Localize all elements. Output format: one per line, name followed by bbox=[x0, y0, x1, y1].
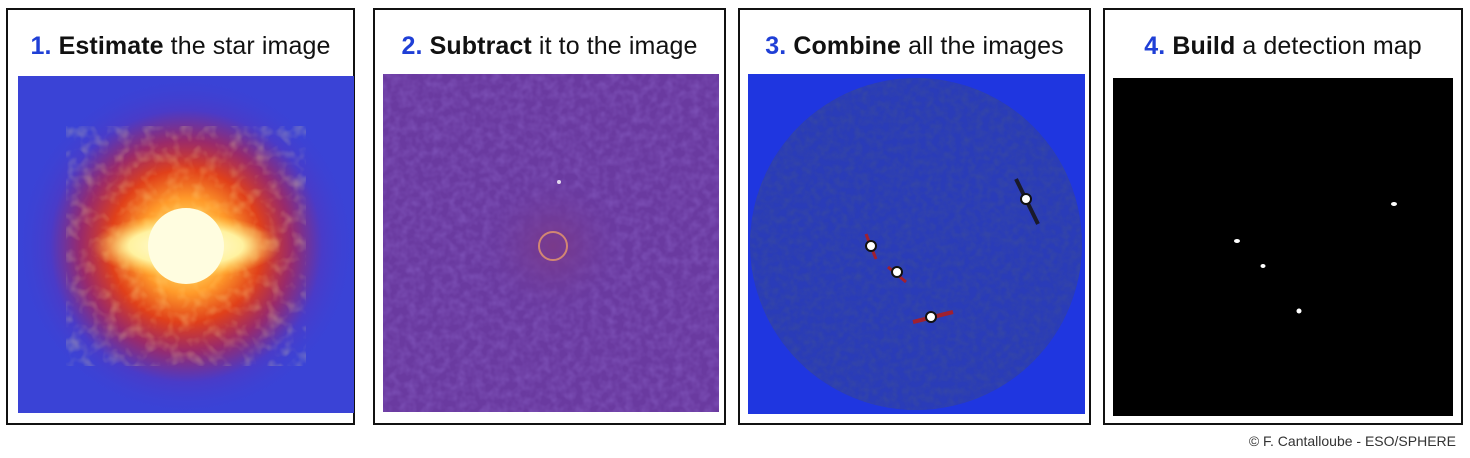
image-credit: © F. Cantalloube - ESO/SPHERE bbox=[1248, 433, 1456, 449]
step-title: 1. Estimate the star image bbox=[8, 32, 353, 61]
step-number: 3. bbox=[765, 32, 787, 60]
halo-center bbox=[148, 208, 224, 284]
detection-points bbox=[1234, 202, 1397, 314]
step-panel-combine: 3. Combine all the images bbox=[738, 8, 1091, 425]
step-description: it to the image bbox=[531, 32, 698, 60]
step-description: a detection map bbox=[1235, 32, 1422, 60]
step-title: 4. Build a detection map bbox=[1105, 32, 1461, 61]
detection-background bbox=[1113, 78, 1453, 416]
step-title: 3. Combine all the images bbox=[740, 32, 1089, 61]
step-verb: Combine bbox=[793, 32, 902, 60]
residual-ring bbox=[538, 231, 568, 261]
step-description: all the images bbox=[901, 32, 1064, 60]
detection-map-image bbox=[1113, 78, 1453, 416]
star-halo-image bbox=[18, 76, 354, 413]
step-verb: Build bbox=[1172, 32, 1236, 60]
step-verb: Subtract bbox=[429, 32, 532, 60]
residual-image bbox=[383, 74, 719, 412]
step-panel-build: 4. Build a detection map bbox=[1103, 8, 1463, 425]
step-panel-subtract: 2. Subtract it to the image bbox=[373, 8, 726, 425]
step-verb: Estimate bbox=[58, 32, 164, 60]
step-number: 4. bbox=[1144, 32, 1166, 60]
step-number: 1. bbox=[30, 32, 52, 60]
step-title: 2. Subtract it to the image bbox=[375, 32, 724, 61]
combined-image bbox=[748, 74, 1085, 414]
step-panel-estimate: 1. Estimate the star image bbox=[6, 8, 355, 425]
planet-detections bbox=[864, 178, 1040, 324]
step-description: the star image bbox=[163, 32, 331, 60]
step-number: 2. bbox=[401, 32, 423, 60]
